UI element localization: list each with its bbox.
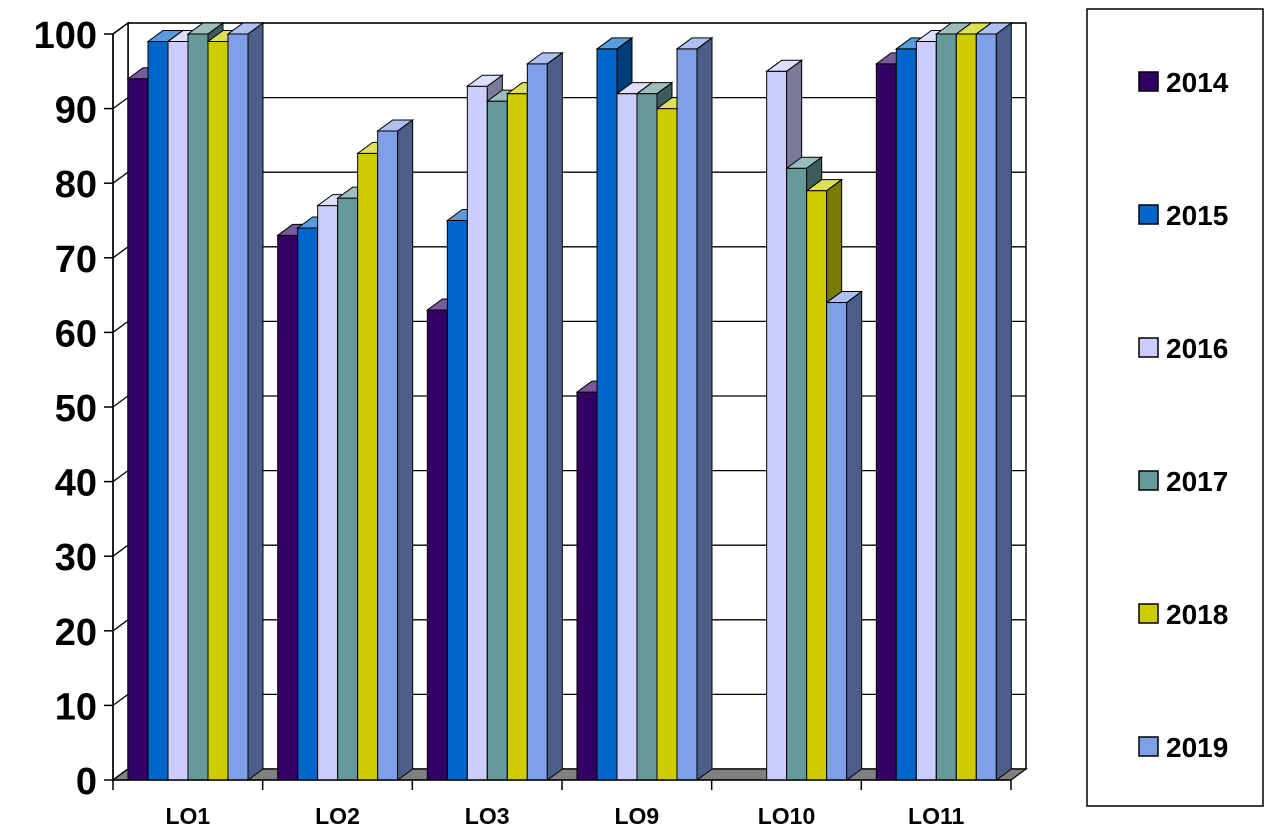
- legend-swatch: [1138, 736, 1159, 757]
- bar-front: [596, 48, 618, 781]
- y-tick-label: 60: [55, 313, 97, 355]
- bar-lo3-2019: [525, 51, 564, 781]
- y-tick-label: 30: [55, 537, 97, 579]
- bar-front: [127, 78, 149, 781]
- bar-front: [786, 167, 808, 781]
- y-tick-label: 10: [55, 686, 97, 728]
- bar-front: [975, 33, 997, 781]
- bar-front: [636, 93, 658, 781]
- y-tick-label: 70: [55, 239, 97, 281]
- bar-front: [766, 70, 788, 781]
- bar-front: [676, 48, 698, 781]
- legend-label: 2016: [1166, 333, 1228, 364]
- legend-item-2014: 2014: [1138, 67, 1229, 98]
- bar-front: [207, 40, 229, 781]
- bar-front: [317, 205, 339, 781]
- legend-swatch: [1138, 603, 1159, 624]
- bar-side: [397, 118, 414, 781]
- bar-front: [357, 152, 379, 781]
- x-category-label: LO1: [165, 803, 210, 829]
- gridline-side: [112, 619, 129, 632]
- legend-box: [1086, 8, 1264, 807]
- bar-front: [167, 40, 189, 781]
- gridline-side: [112, 246, 129, 259]
- bar-side: [546, 51, 563, 781]
- bar-front: [875, 63, 897, 781]
- bar-side: [247, 22, 264, 781]
- gridline-side: [112, 320, 129, 333]
- legend-label: 2014: [1166, 67, 1229, 98]
- bar-front: [187, 33, 209, 781]
- legend-label: 2017: [1166, 466, 1228, 497]
- bar-front: [576, 391, 598, 781]
- bar-side: [696, 36, 713, 781]
- x-axis-category-labels: LO1 LO2 LO3 LO9 LO10 LO11: [165, 803, 964, 829]
- legend-item-2018: 2018: [1138, 599, 1228, 630]
- bar-lo1-2019: [226, 22, 265, 781]
- bar-side: [846, 290, 863, 781]
- bar-front: [526, 63, 548, 781]
- gridline-side: [112, 97, 129, 110]
- bar-front: [616, 93, 638, 781]
- bar-front: [955, 33, 977, 781]
- y-tick-label: 80: [55, 164, 97, 206]
- bar-front: [337, 197, 359, 781]
- legend: 2014 2015 2016 2017 2018 2019: [1086, 8, 1264, 807]
- legend-item-2015: 2015: [1138, 200, 1228, 231]
- bar-front: [446, 220, 468, 781]
- x-category-label: LO11: [908, 803, 964, 829]
- y-tick-label: 0: [76, 761, 97, 803]
- bar-front: [297, 227, 319, 781]
- bar-lo11-2019: [974, 22, 1013, 781]
- legend-item-2017: 2017: [1138, 466, 1228, 497]
- legend-item-2019: 2019: [1138, 732, 1228, 763]
- legend-label: 2019: [1166, 732, 1228, 763]
- gridline-side: [112, 171, 129, 184]
- bar-front: [826, 302, 848, 781]
- bar-front: [915, 40, 937, 781]
- bar-front: [277, 234, 299, 781]
- legend-swatch: [1138, 71, 1159, 92]
- y-axis-tick-labels: 0 10 20 30 40 50 60 70 80 90 100: [34, 15, 97, 803]
- legend-item-2016: 2016: [1138, 333, 1228, 364]
- gridline-side: [112, 470, 129, 483]
- bar-front: [466, 85, 488, 781]
- bar-front: [426, 309, 448, 781]
- y-tick-label: 90: [55, 90, 97, 132]
- bar-side: [995, 22, 1012, 781]
- bars: [126, 22, 1013, 781]
- bar-lo9-2019: [675, 36, 714, 781]
- bar-front: [935, 33, 957, 781]
- legend-swatch: [1138, 204, 1159, 225]
- y-tick-label: 100: [34, 15, 97, 57]
- bar-front: [806, 190, 828, 781]
- gridline-side: [112, 395, 129, 408]
- y-tick-label: 50: [55, 388, 97, 430]
- gridline-side: [112, 693, 129, 706]
- bar-lo10-2019: [825, 290, 864, 781]
- bar-front: [227, 33, 249, 781]
- bar-lo2-2019: [376, 118, 415, 781]
- axes: [104, 33, 1012, 790]
- x-category-label: LO10: [758, 803, 816, 829]
- bar-front: [656, 108, 678, 781]
- legend-label: 2015: [1166, 200, 1228, 231]
- x-category-label: LO3: [465, 803, 510, 829]
- x-category-label: LO9: [614, 803, 659, 829]
- bar-front: [895, 48, 917, 781]
- gridline-side: [112, 544, 129, 557]
- legend-swatch: [1138, 337, 1159, 358]
- y-tick-label: 40: [55, 463, 97, 505]
- legend-swatch: [1138, 470, 1159, 491]
- bar-front: [486, 100, 508, 781]
- bar-front: [506, 93, 528, 781]
- gridline-side: [112, 22, 129, 35]
- y-tick-label: 20: [55, 612, 97, 654]
- legend-label: 2018: [1166, 599, 1228, 630]
- bar-front: [147, 40, 169, 781]
- bar-front: [377, 130, 399, 781]
- x-category-label: LO2: [315, 803, 360, 829]
